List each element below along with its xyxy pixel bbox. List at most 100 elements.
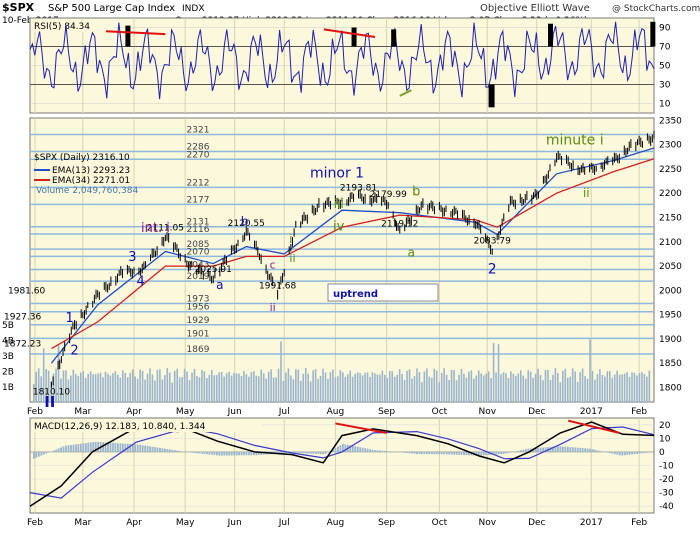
wave-label: ii — [270, 301, 276, 314]
price-tick-label: 2050 — [659, 262, 682, 272]
macd-histogram-bar — [619, 452, 621, 455]
macd-histogram-bar — [48, 452, 50, 453]
macd-histogram-bar — [134, 444, 136, 452]
x-tick-label: Dec — [528, 407, 545, 417]
fib-level-label: 1901 — [187, 329, 210, 339]
volume-bar — [162, 380, 164, 402]
volume-bar — [461, 369, 463, 402]
volume-bar — [426, 368, 428, 402]
index-name: S&P 500 Large Cap Index — [48, 3, 175, 14]
macd-histogram-bar — [520, 450, 522, 452]
macd-histogram-bar — [369, 449, 371, 452]
volume-bar — [157, 370, 159, 402]
macd-histogram-bar — [461, 452, 463, 455]
volume-bar — [599, 369, 601, 402]
volume-bar — [629, 377, 631, 402]
volume-bar — [500, 374, 502, 402]
macd-histogram-bar — [411, 452, 413, 454]
rsi-tick-label: 90 — [659, 24, 671, 34]
rsi-overbought-fill — [650, 22, 655, 47]
macd-tick-label: -10 — [659, 462, 674, 472]
price-annotation: 1991.68 — [259, 281, 296, 291]
volume-bar — [466, 378, 468, 402]
volume-bar — [592, 371, 594, 402]
x-tick-label: Oct — [432, 518, 448, 528]
macd-histogram-bar — [354, 446, 356, 452]
volume-bar — [340, 370, 342, 402]
macd-histogram-bar — [453, 452, 455, 455]
volume-bar — [243, 371, 245, 402]
volume-bar — [115, 371, 117, 402]
volume-bar — [70, 376, 72, 402]
volume-bar — [468, 372, 470, 402]
rsi-tick-label: 50 — [659, 62, 671, 72]
volume-bar — [569, 377, 571, 402]
macd-histogram-bar — [626, 452, 628, 455]
macd-histogram-bar — [85, 443, 87, 452]
wave-label: 2 — [70, 343, 78, 358]
volume-bar — [320, 376, 322, 402]
volume-bar — [144, 380, 146, 402]
macd-histogram-bar — [537, 448, 539, 452]
volume-bar — [317, 379, 319, 402]
macd-histogram-bar — [231, 452, 233, 456]
macd-histogram-bar — [436, 452, 438, 454]
macd-histogram-bar — [577, 448, 579, 452]
volume-bar — [359, 373, 361, 402]
macd-histogram-bar — [621, 452, 623, 456]
volume-bar — [332, 370, 334, 402]
volume-bar — [362, 375, 364, 402]
volume-bar — [354, 374, 356, 402]
volume-tick-label: 3B — [2, 352, 14, 362]
wave-label: int. i — [141, 221, 170, 236]
macd-histogram-bar — [372, 450, 374, 452]
macd-histogram-bar — [614, 452, 616, 454]
macd-histogram-bar — [567, 447, 569, 452]
macd-tick-label: 0 — [659, 448, 665, 458]
volume-bar — [547, 370, 549, 402]
volume-bar — [273, 378, 275, 402]
volume-bar — [186, 372, 188, 402]
volume-bar — [624, 374, 626, 402]
volume-bar — [421, 382, 423, 402]
macd-histogram-bar — [209, 452, 211, 455]
volume-bar — [584, 376, 586, 402]
macd-histogram-bar — [194, 452, 196, 453]
macd-histogram-bar — [386, 451, 388, 452]
fib-level-label: 1869 — [187, 345, 210, 355]
price-tick-label: 2000 — [659, 286, 682, 296]
macd-histogram-bar — [582, 448, 584, 452]
volume-bar — [122, 370, 124, 402]
volume-bar — [639, 373, 641, 402]
volume-bar — [382, 371, 384, 402]
wave-label: 3 — [128, 250, 136, 265]
macd-histogram-bar — [624, 452, 626, 455]
volume-bar — [594, 380, 596, 402]
macd-histogram-bar — [607, 452, 609, 453]
macd-histogram-bar — [169, 449, 171, 451]
volume-bar — [226, 373, 228, 402]
volume-bar — [458, 375, 460, 402]
macd-histogram-bar — [456, 452, 458, 455]
rsi-overbought-fill — [125, 26, 130, 47]
macd-histogram-bar — [43, 452, 45, 455]
macd-histogram-bar — [525, 449, 527, 452]
volume-bar — [181, 377, 183, 402]
volume-bar — [391, 371, 393, 402]
macd-histogram-bar — [337, 447, 339, 452]
volume-bar — [166, 368, 168, 402]
macd-histogram-bar — [587, 448, 589, 451]
macd-histogram-bar — [218, 452, 220, 456]
volume-bar — [552, 375, 554, 402]
price-annotation: 2025.91 — [195, 265, 232, 275]
volume-bar — [441, 373, 443, 402]
macd-histogram-bar — [557, 446, 559, 452]
volume-bar — [518, 373, 520, 402]
volume-bar — [399, 369, 401, 402]
macd-histogram-bar — [176, 451, 178, 452]
macd-histogram-bar — [236, 452, 238, 455]
volume-bar — [424, 372, 426, 402]
volume-bar — [82, 371, 84, 402]
volume-bar — [196, 376, 198, 402]
volume-bar — [154, 381, 156, 402]
